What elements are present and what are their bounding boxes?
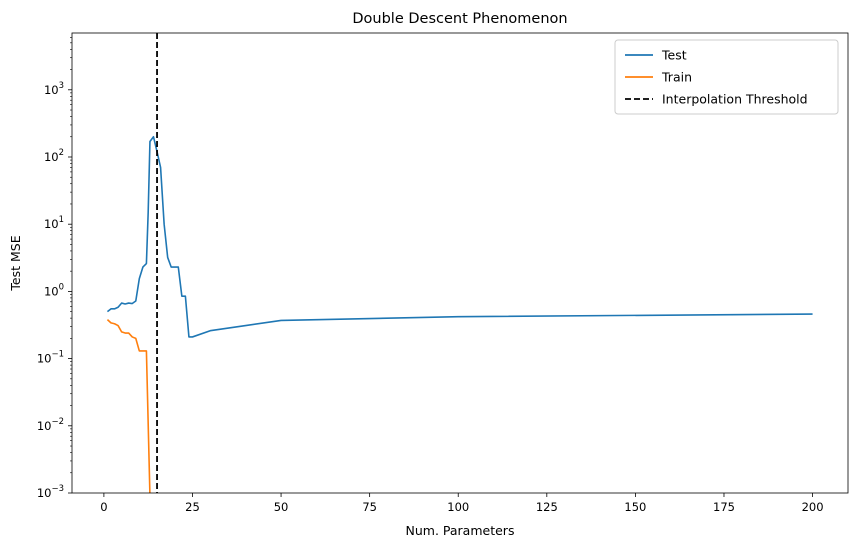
x-tick-label: 175: [713, 500, 735, 514]
legend: Test Train Interpolation Threshold: [614, 39, 839, 115]
y-tick-label: 10−1: [37, 350, 64, 366]
y-tick-label: 103: [44, 81, 64, 97]
series-line-test: [106, 135, 813, 338]
x-axis: 0 25 50 75 100 125 150 175 200: [100, 493, 824, 514]
x-tick-label: 75: [362, 500, 377, 514]
y-tick-label: 10−3: [37, 484, 64, 500]
x-tick-label: 0: [100, 500, 107, 514]
x-tick-label: 25: [185, 500, 200, 514]
y-tick-label: 102: [44, 148, 64, 164]
y-tick-label: 10−2: [37, 417, 64, 433]
x-tick-label: 150: [624, 500, 646, 514]
legend-label: Interpolation Threshold: [662, 92, 808, 107]
plot-area: [106, 33, 813, 493]
legend-box: [614, 39, 839, 115]
y-tick-label: 100: [44, 282, 64, 298]
x-tick-label: 100: [447, 500, 469, 514]
axes-frame: [71, 32, 849, 494]
x-tick-label: 200: [802, 500, 824, 514]
x-tick-label: 125: [536, 500, 558, 514]
chart-title: Double Descent Phenomenon: [352, 11, 567, 27]
legend-label: Test: [661, 48, 687, 63]
x-axis-label: Num. Parameters: [406, 523, 515, 538]
x-tick-label: 50: [274, 500, 289, 514]
y-axis: 10−3 10−2 10−1 100 101 102 103: [37, 37, 72, 500]
series-line-train: [106, 319, 151, 493]
legend-label: Train: [661, 70, 692, 85]
y-axis-label: Test MSE: [8, 235, 23, 291]
y-tick-label: 101: [44, 215, 64, 231]
